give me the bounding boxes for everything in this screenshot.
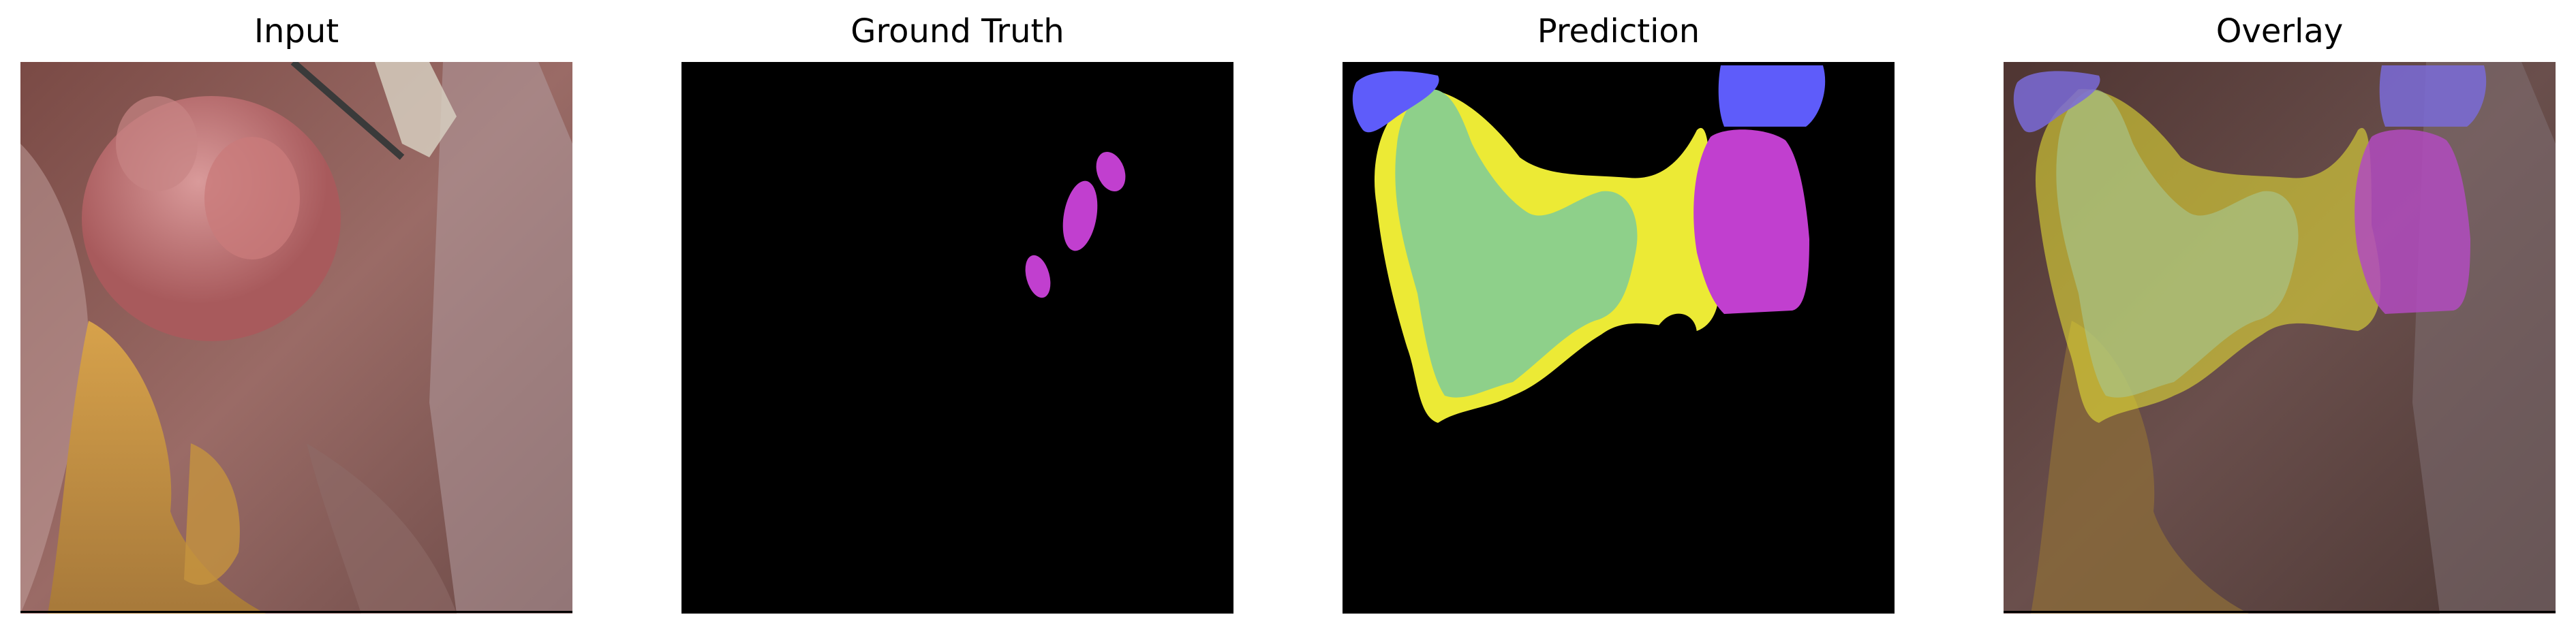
pred-region-purple: [1693, 129, 1809, 314]
input-axis-line: [20, 611, 572, 613]
ground-truth-mask: [681, 62, 1233, 614]
panel-title-ground-truth: Ground Truth: [850, 12, 1064, 50]
panel-title-input: Input: [254, 12, 339, 50]
overlay-graphic: [2004, 62, 2556, 614]
pred-region-blue-left: [1352, 71, 1439, 133]
gt-region-2: [1062, 180, 1098, 251]
prediction-mask: [1343, 62, 1895, 614]
ground-truth-graphic: [681, 62, 1233, 614]
prediction-axis-line: [1343, 611, 1895, 613]
gt-region-3: [1025, 255, 1051, 298]
input-image: [20, 62, 572, 614]
gt-region-1: [1096, 151, 1126, 192]
overlay-image: [2004, 62, 2556, 614]
panel-title-prediction: Prediction: [1537, 12, 1700, 50]
input-image-graphic: [20, 62, 572, 614]
prediction-graphic: [1343, 62, 1895, 614]
ground-truth-axis-line: [681, 611, 1233, 613]
overlay-axis-line: [2004, 611, 2556, 613]
pred-region-blue-right: [1718, 65, 1826, 127]
pred-region-green: [1395, 89, 1638, 398]
panel-title-overlay: Overlay: [2215, 12, 2344, 50]
